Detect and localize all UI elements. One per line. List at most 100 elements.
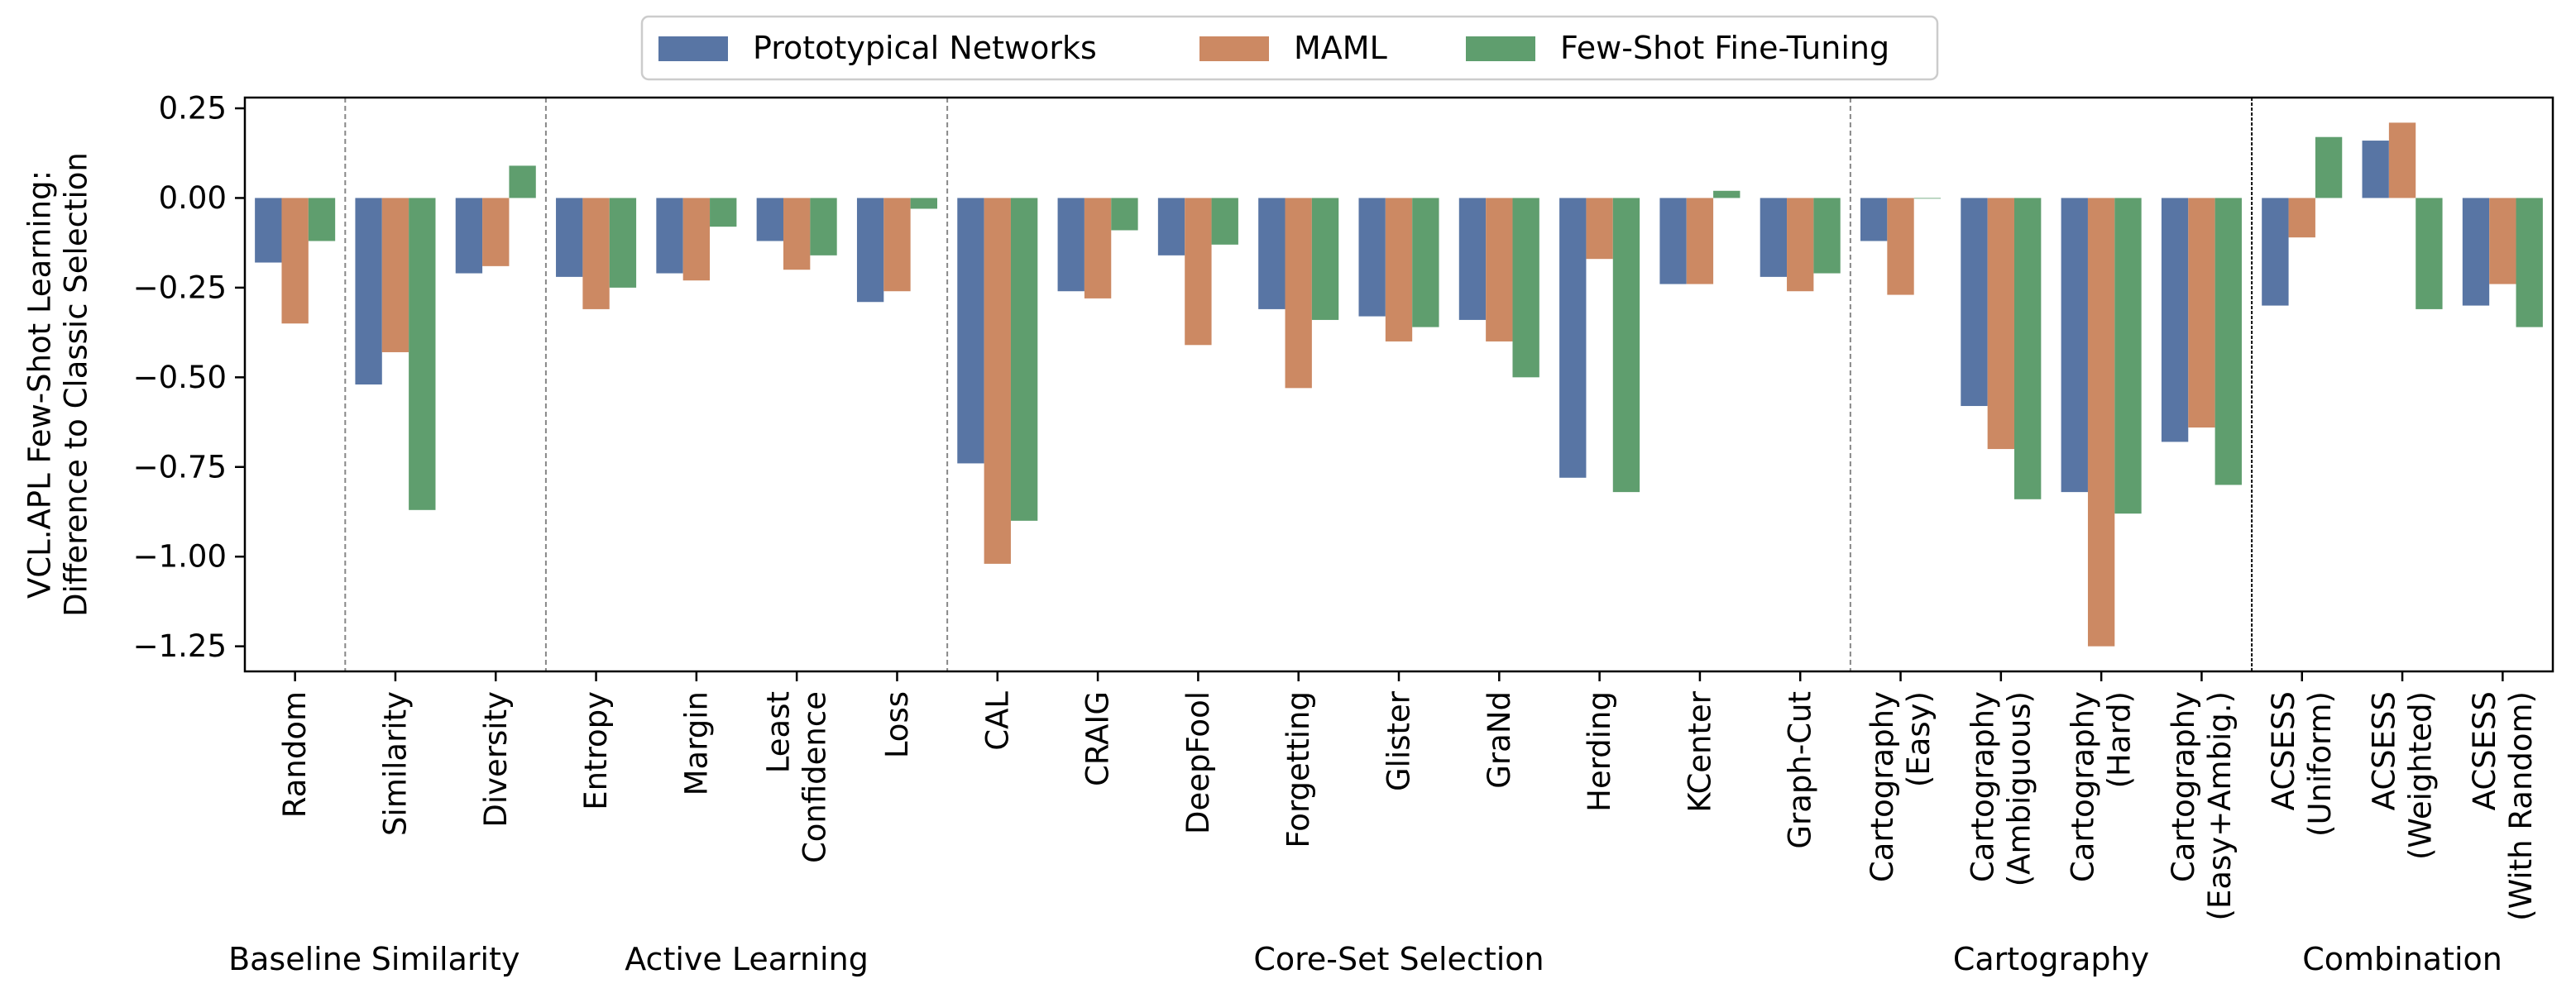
bar-few-shot-fine-tuning-kcenter — [1713, 190, 1740, 198]
bar-maml-cartography-easy-ambig — [2188, 198, 2215, 428]
bar-prototypical-networks-glister — [1358, 198, 1386, 317]
bar-few-shot-fine-tuning-glister — [1412, 198, 1439, 327]
y-axis: 0.25 0.00 −0.25 −0.50 −0.75 −1.00 −1.25 — [133, 91, 245, 664]
bar-prototypical-networks-deepfool — [1157, 198, 1185, 255]
bar-maml-cartography-ambiguous — [1987, 198, 2014, 450]
bar-maml-random — [281, 198, 309, 324]
x-tick-label-glister: Glister — [1381, 690, 1417, 791]
legend-label-few-shot-fine-tuning: Few-Shot Fine-Tuning — [1560, 30, 1889, 66]
x-tick-label-deepfool: DeepFool — [1180, 691, 1216, 834]
group-label-baseline: Baseline — [228, 941, 362, 977]
group-labels: Baseline Similarity Active Learning Core-Se… — [228, 941, 2502, 977]
x-tick-label-cal: CAL — [979, 691, 1015, 751]
x-tick-label-cartography-easy: Cartography(Easy) — [1865, 691, 1937, 882]
group-label-cartography: Cartography — [1953, 941, 2149, 977]
bar-maml-diversity — [482, 198, 510, 266]
bar-few-shot-fine-tuning-cartography-ambiguous — [2014, 198, 2042, 499]
bar-maml-kcenter — [1686, 198, 1714, 284]
bar-prototypical-networks-herding — [1559, 198, 1587, 478]
x-tick-label-kcenter: KCenter — [1682, 690, 1717, 813]
bar-maml-grand — [1486, 198, 1513, 341]
group-label-active-learning: Active Learning — [625, 941, 869, 977]
x-tick-label-similarity: Similarity — [377, 691, 413, 836]
bar-prototypical-networks-diversity — [455, 198, 483, 274]
x-tick-label-forgetting: Forgetting — [1281, 691, 1316, 848]
bar-prototypical-networks-kcenter — [1659, 198, 1687, 284]
bar-prototypical-networks-loss — [856, 198, 884, 303]
y-tick-label: −0.50 — [133, 360, 227, 395]
legend-label-maml: MAML — [1294, 30, 1387, 66]
x-tick-label-loss: Loss — [879, 691, 915, 758]
bar-maml-margin — [682, 198, 711, 281]
bar-prototypical-networks-forgetting — [1258, 198, 1286, 309]
bar-few-shot-fine-tuning-deepfool — [1211, 198, 1238, 245]
y-axis-label: VCL.APL Few-Shot Learning:Difference to … — [22, 152, 94, 617]
bar-maml-acsess-uniform — [2288, 198, 2315, 238]
bar-prototypical-networks-acsess-uniform — [2262, 198, 2289, 306]
bar-prototypical-networks-margin — [656, 198, 683, 274]
bars — [255, 122, 2543, 647]
y-axis-title: VCL.APL Few-Shot Learning:Difference to … — [22, 152, 94, 617]
bar-prototypical-networks-graph-cut — [1760, 198, 1788, 277]
x-tick-label-acsess-with-random: ACSESS(With Random) — [2467, 691, 2539, 921]
x-tick-label-cartography-hard: Cartography(Hard) — [2066, 691, 2138, 882]
y-tick-label: −0.25 — [133, 270, 227, 305]
bar-few-shot-fine-tuning-margin — [710, 198, 737, 227]
bar-few-shot-fine-tuning-graph-cut — [1813, 198, 1841, 274]
legend-swatch-few-shot-fine-tuning — [1466, 36, 1535, 61]
bar-maml-graph-cut — [1787, 198, 1814, 292]
bar-prototypical-networks-craig — [1057, 198, 1085, 292]
legend-swatch-maml — [1199, 36, 1269, 61]
group-label-core-set-selection: Core-Set Selection — [1253, 941, 1544, 977]
bar-prototypical-networks-entropy — [556, 198, 583, 277]
bar-prototypical-networks-cartography-easy-ambig — [2161, 198, 2189, 442]
bar-maml-acsess-with-random — [2489, 198, 2516, 284]
bar-prototypical-networks-least-confidence — [756, 198, 783, 241]
group-label-similarity: Similarity — [371, 941, 520, 977]
x-tick-label-entropy: Entropy — [578, 691, 614, 810]
bar-few-shot-fine-tuning-herding — [1612, 198, 1640, 493]
bar-maml-entropy — [582, 198, 610, 309]
x-tick-label-acsess-weighted: ACSESS(Weighted) — [2367, 691, 2439, 860]
bar-maml-cartography-hard — [2087, 198, 2115, 647]
bar-few-shot-fine-tuning-least-confidence — [810, 198, 837, 255]
bar-few-shot-fine-tuning-acsess-with-random — [2516, 198, 2543, 327]
legend: Prototypical Networks MAML Few-Shot Fine-T… — [640, 15, 1939, 81]
y-tick-label: −1.25 — [133, 628, 227, 664]
bar-few-shot-fine-tuning-cartography-hard — [2114, 198, 2142, 514]
bar-maml-least-confidence — [783, 198, 811, 270]
y-tick-label: 0.00 — [159, 180, 227, 216]
x-tick-label-cartography-easy-ambig: Cartography(Easy+Ambig.) — [2166, 691, 2238, 920]
bar-maml-loss — [883, 198, 911, 292]
x-tick-label-graph-cut: Graph-Cut — [1783, 691, 1818, 849]
bar-prototypical-networks-cartography-ambiguous — [1961, 198, 1988, 407]
bar-few-shot-fine-tuning-forgetting — [1311, 198, 1339, 320]
x-tick-label-diversity: Diversity — [478, 691, 514, 828]
separators — [344, 98, 2253, 671]
group-label-combination: Combination — [2302, 941, 2502, 977]
bar-few-shot-fine-tuning-entropy — [609, 198, 637, 288]
x-tick-label-least-confidence: LeastConfidence — [761, 691, 833, 863]
bar-prototypical-networks-cartography-hard — [2061, 198, 2088, 493]
bar-few-shot-fine-tuning-acsess-weighted — [2416, 198, 2443, 309]
legend-box — [640, 15, 1939, 81]
bar-prototypical-networks-cal — [957, 198, 984, 464]
bar-maml-craig — [1084, 198, 1112, 298]
bar-prototypical-networks-acsess-weighted — [2362, 141, 2389, 198]
bar-prototypical-networks-cartography-easy — [1860, 198, 1888, 241]
bar-few-shot-fine-tuning-diversity — [509, 165, 536, 198]
y-tick-label: 0.25 — [159, 91, 227, 127]
bar-maml-deepfool — [1185, 198, 1212, 346]
bar-maml-cartography-easy — [1887, 198, 1914, 295]
bar-few-shot-fine-tuning-craig — [1111, 198, 1138, 231]
y-tick-label: −0.75 — [133, 449, 227, 485]
bar-few-shot-fine-tuning-cal — [1010, 198, 1038, 521]
x-tick-label-herding: Herding — [1582, 691, 1617, 812]
bar-few-shot-fine-tuning-loss — [910, 198, 937, 209]
x-tick-label-acsess-uniform: ACSESS(Uniform) — [2266, 691, 2338, 837]
bar-maml-similarity — [381, 198, 409, 352]
bar-maml-cal — [984, 198, 1011, 564]
bar-prototypical-networks-similarity — [355, 198, 382, 384]
x-tick-label-random: Random — [277, 691, 313, 818]
